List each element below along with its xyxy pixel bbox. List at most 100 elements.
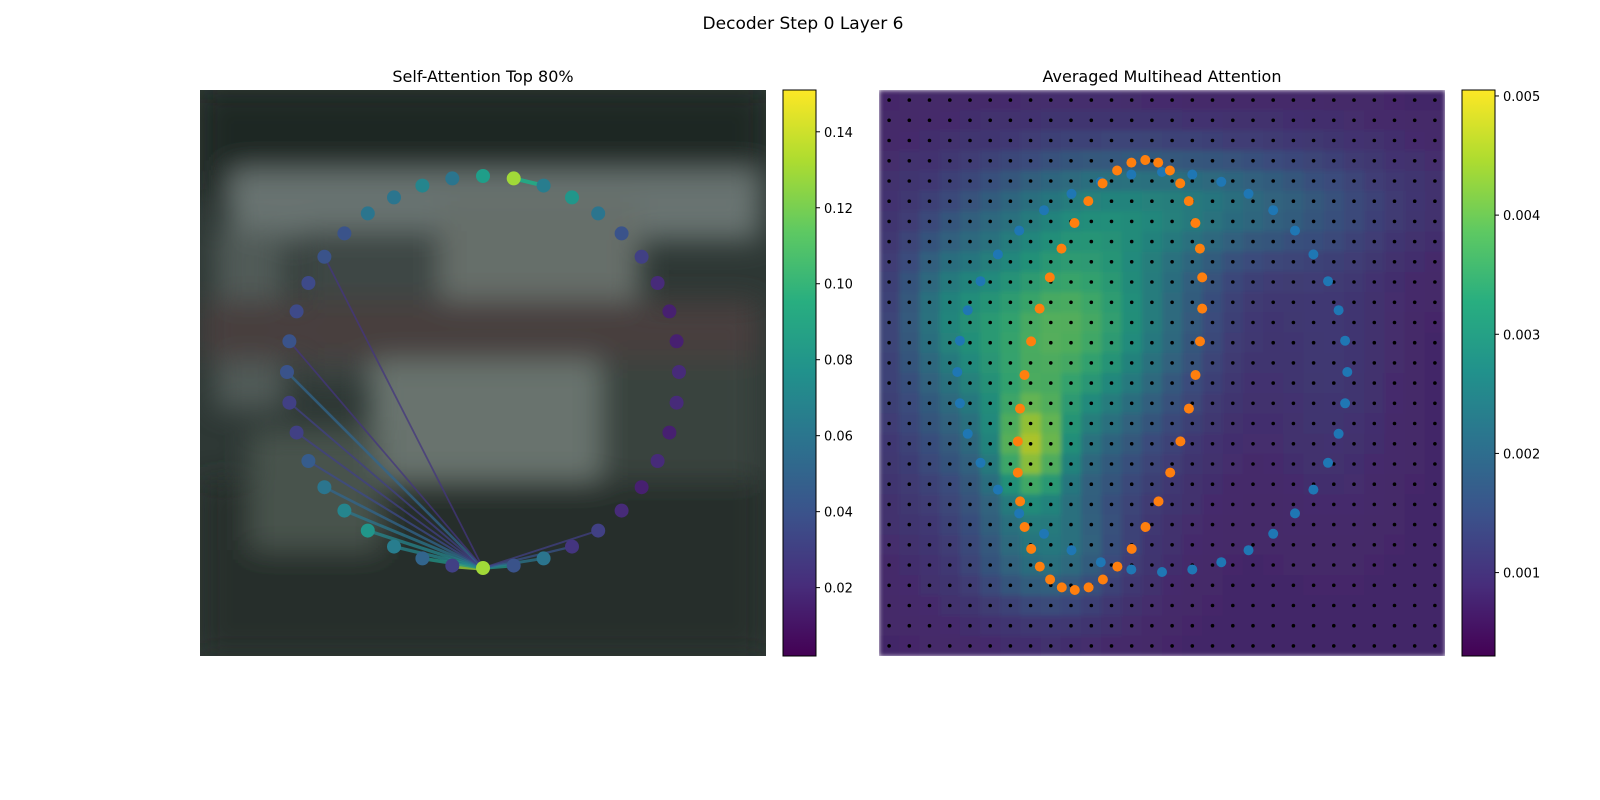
grid-dot (1251, 138, 1255, 143)
grid-dot (907, 563, 912, 567)
grid-dot (968, 442, 972, 446)
grid-dot (1089, 239, 1094, 244)
grid-dot (1129, 320, 1134, 325)
grid-dot (1271, 623, 1275, 628)
grid-dot (1210, 118, 1215, 123)
grid-dot (1352, 623, 1356, 628)
grid-dot (1049, 522, 1053, 527)
attention-line (288, 401, 484, 569)
grid-dot (1150, 543, 1154, 547)
grid-dot (1049, 381, 1053, 385)
grid-dot (1412, 199, 1417, 203)
grid-dot (1291, 563, 1296, 567)
grid-dot (1190, 381, 1195, 385)
grid-dot (1190, 300, 1195, 305)
grid-dot (1028, 644, 1033, 648)
grid-dot (1028, 118, 1033, 123)
grid-dot (948, 199, 952, 203)
blue-contour-point (962, 305, 973, 316)
multihead-attention-panel: Averaged Multihead Attention (879, 67, 1445, 656)
blue-contour-point (954, 398, 965, 409)
grid-dot (1231, 381, 1235, 385)
grid-dot (1352, 583, 1356, 588)
grid-dot (1332, 603, 1336, 608)
grid-dot (927, 381, 932, 385)
grid-dot (1433, 522, 1437, 527)
grid-dot (1412, 522, 1417, 527)
grid-dot (1372, 260, 1377, 264)
grid-dot (1271, 98, 1275, 102)
grid-dot (1008, 462, 1013, 466)
grid-dot (1210, 280, 1215, 284)
grid-dot (1251, 442, 1255, 446)
grid-dot (927, 159, 932, 163)
grid-dot (1291, 340, 1296, 345)
grid-dot (1109, 502, 1114, 507)
blue-contour-point (975, 457, 986, 468)
grid-dot (1412, 421, 1417, 426)
grid-dot (1190, 239, 1195, 244)
grid-dot (968, 482, 972, 487)
blue-contour-point (1187, 564, 1198, 575)
grid-dot (1332, 543, 1336, 547)
grid-dot (1210, 563, 1215, 567)
background-photo (200, 90, 766, 656)
grid-dot (907, 199, 912, 203)
grid-dot (1412, 462, 1417, 466)
grid-dot (1433, 543, 1437, 547)
grid-dot (1129, 239, 1134, 244)
grid-dot (1028, 563, 1033, 567)
grid-dot (948, 462, 952, 466)
grid-dot (1049, 239, 1053, 244)
grid-dot (1170, 219, 1174, 224)
grid-dot (988, 159, 992, 163)
grid-dot (1311, 239, 1316, 244)
grid-dot (927, 482, 932, 487)
grid-dot (1372, 462, 1377, 466)
blue-contour-point (954, 335, 965, 346)
grid-dot (907, 361, 912, 365)
grid-dot (968, 543, 972, 547)
grid-dot (1392, 179, 1397, 183)
grid-dot (1311, 340, 1316, 345)
grid-dot (1271, 280, 1275, 284)
grid-dot (1129, 603, 1134, 608)
contour-point (337, 226, 352, 241)
grid-dot (1028, 280, 1033, 284)
grid-dot (988, 421, 992, 426)
grid-dot (1352, 340, 1356, 345)
grid-dot (907, 543, 912, 547)
grid-dot (1129, 583, 1134, 588)
grid-dot (948, 603, 952, 608)
grid-dot (1069, 159, 1073, 163)
grid-dot (1271, 563, 1275, 567)
grid-dot (1352, 179, 1356, 183)
grid-dot (988, 543, 992, 547)
grid-dot (1433, 361, 1437, 365)
grid-dot (1392, 340, 1397, 345)
grid-dot (948, 482, 952, 487)
grid-dot (1332, 361, 1336, 365)
grid-dot (948, 340, 952, 345)
grid-dot (1271, 219, 1275, 224)
grid-dot (1089, 361, 1094, 365)
blue-contour-point (1126, 564, 1137, 575)
grid-dot (1392, 563, 1397, 567)
grid-dot (1109, 219, 1114, 224)
grid-dot (968, 421, 972, 426)
grid-dot (968, 361, 972, 365)
grid-dot (1129, 502, 1134, 507)
grid-dot (1332, 98, 1336, 102)
grid-dot (1150, 522, 1154, 527)
blue-contour-point (1066, 188, 1077, 199)
blue-contour-point (952, 367, 963, 377)
grid-dot (948, 401, 952, 406)
grid-dot (1291, 320, 1296, 325)
grid-dot (1433, 179, 1437, 183)
grid-dot (1251, 623, 1255, 628)
colorbar-tick-label: 0.06 (824, 430, 853, 445)
grid-dot (1109, 543, 1114, 547)
grid-dot (1170, 502, 1174, 507)
grid-dot (1392, 543, 1397, 547)
grid-dot (1332, 159, 1336, 163)
